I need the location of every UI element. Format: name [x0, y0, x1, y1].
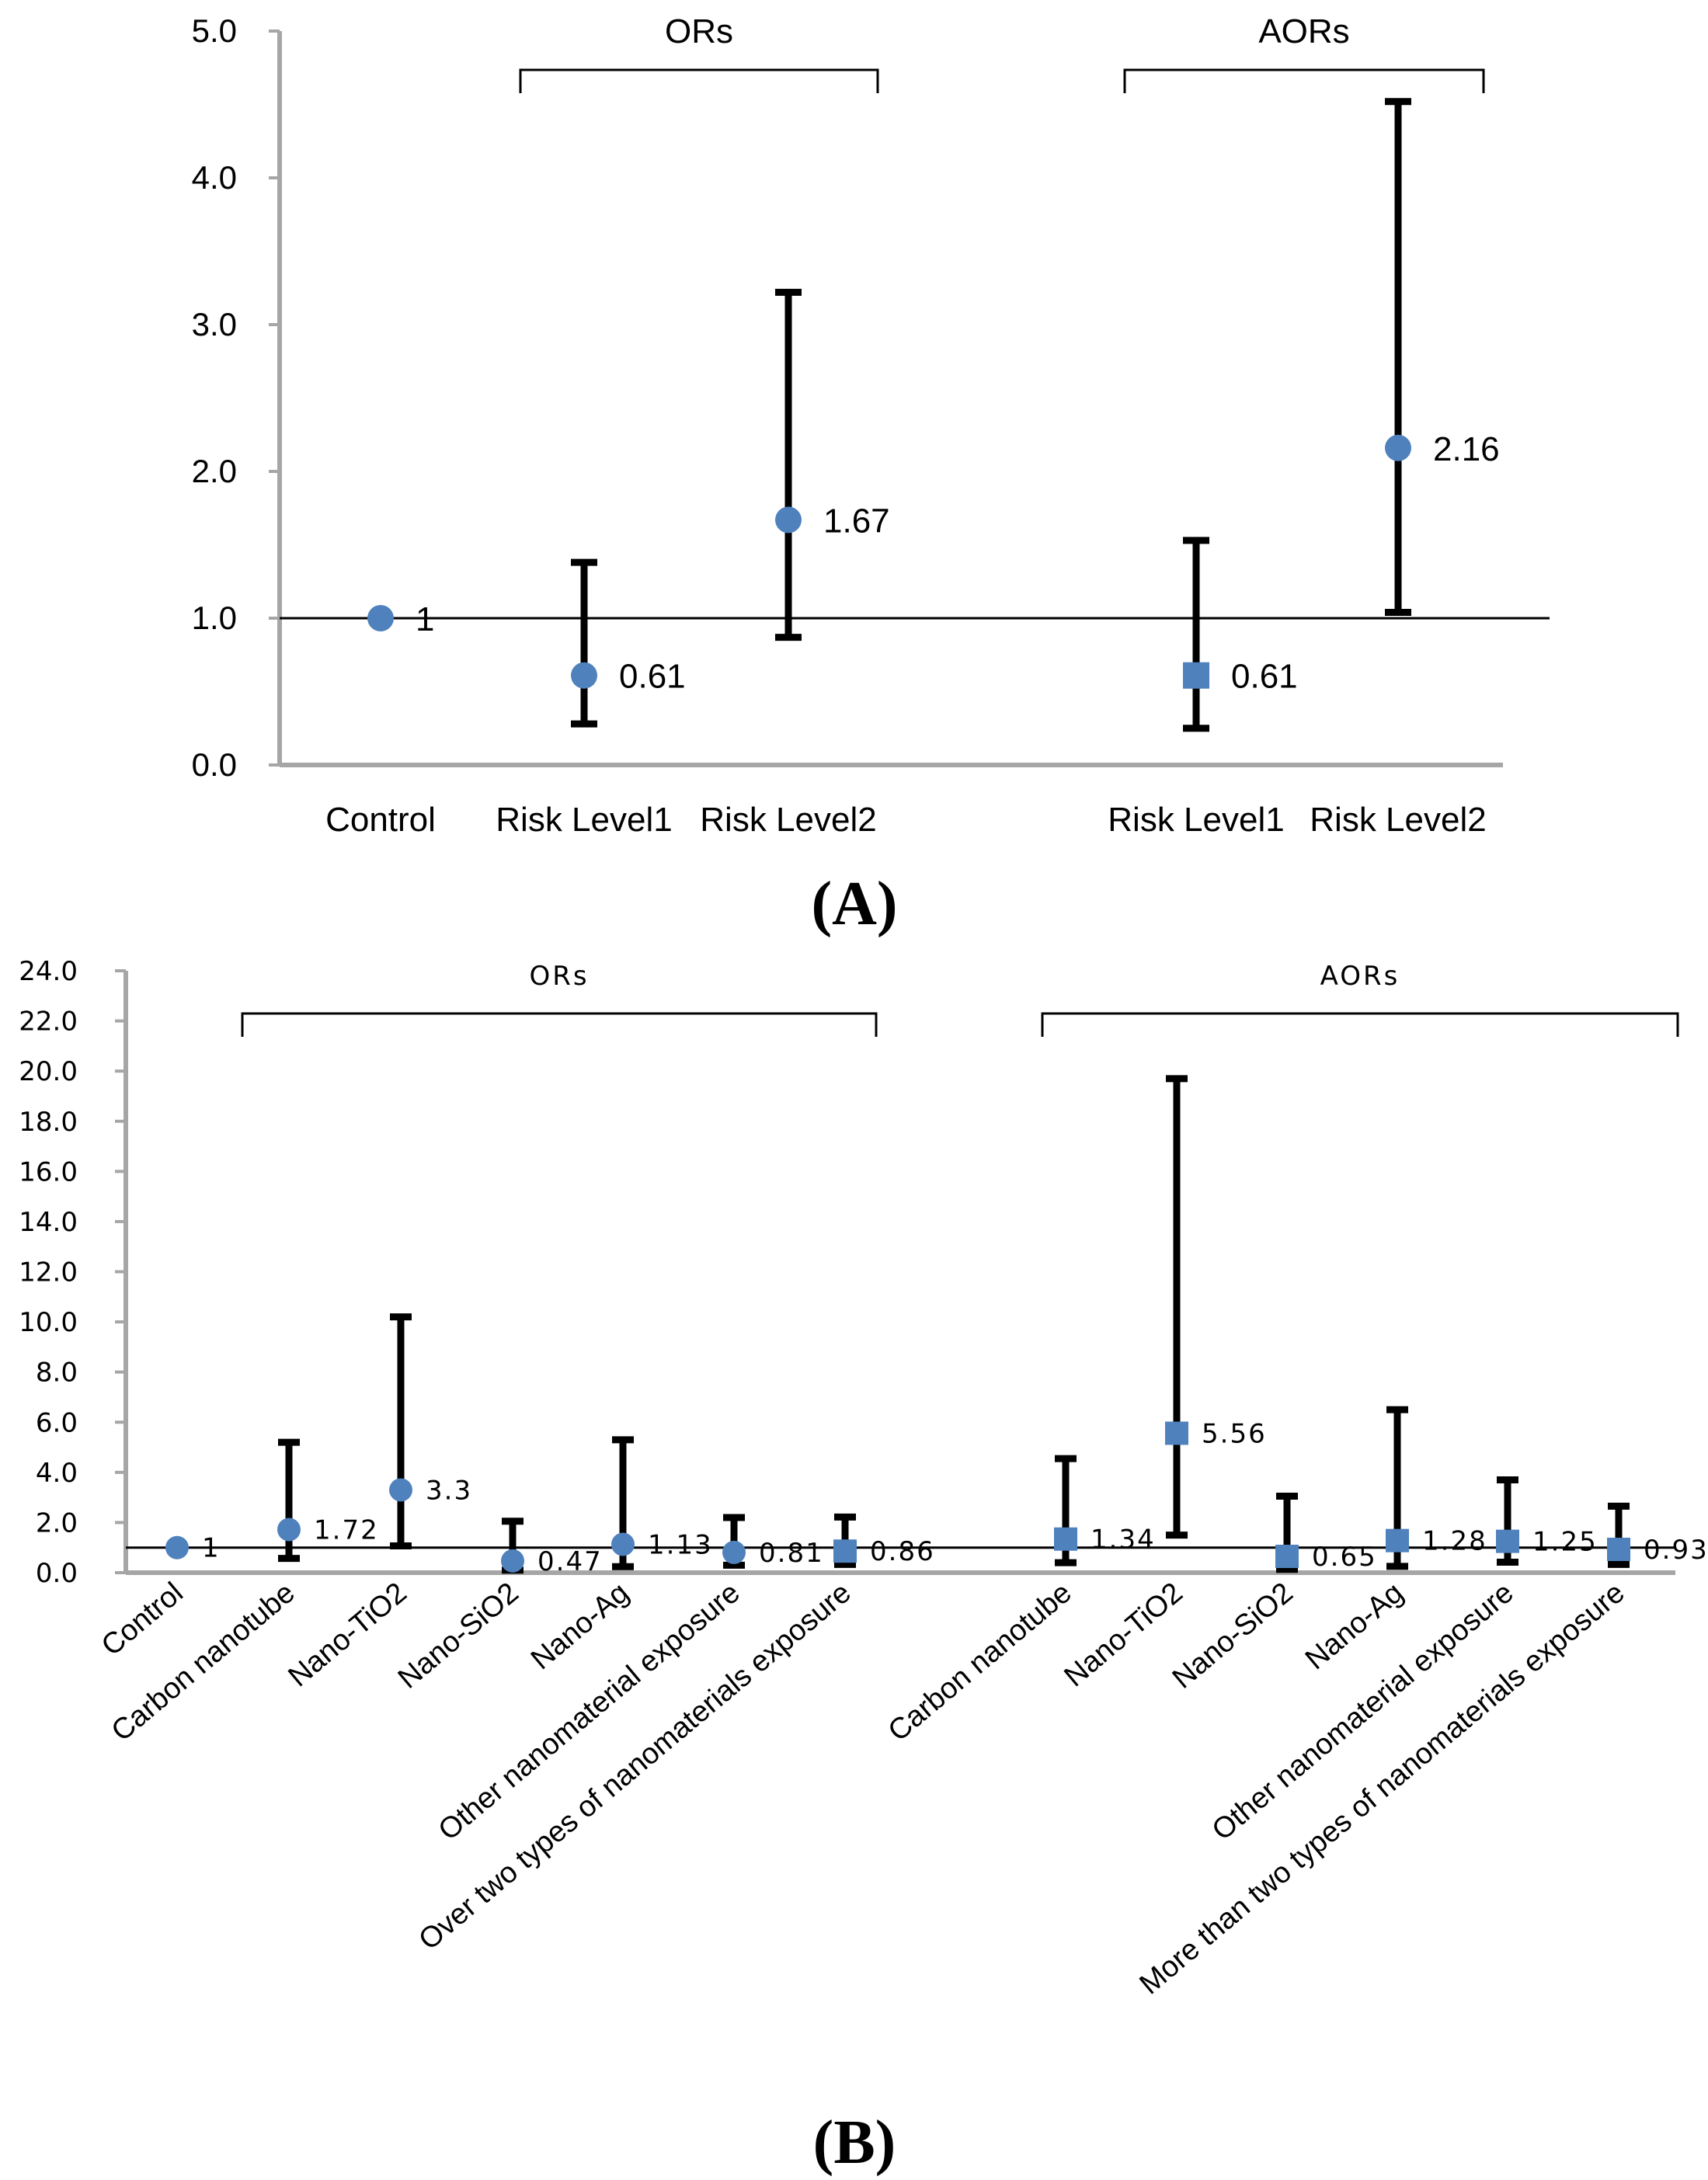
data-point [722, 1540, 746, 1564]
group-bracket [1041, 1012, 1679, 1037]
y-tick-label: 2.0 [36, 1507, 78, 1539]
data-label: 0.47 [537, 1546, 603, 1577]
x-tick-label: Nano-Ag [525, 1577, 635, 1677]
y-tick-label: 5.0 [192, 12, 237, 49]
group-label: ORs [665, 12, 733, 50]
x-tick-label: Control [325, 801, 436, 839]
data-point [367, 605, 394, 631]
data-point [775, 506, 802, 534]
data-label: 5.56 [1202, 1418, 1267, 1449]
x-tick-label: Carbon nanotube [882, 1577, 1078, 1748]
x-tick-label: Nano-Ag [1299, 1577, 1410, 1677]
group-bracket [1123, 68, 1485, 93]
panel-a-label: (A) [811, 870, 897, 938]
data-point [501, 1549, 524, 1573]
data-label: 2.16 [1433, 430, 1500, 468]
data-label: 1.34 [1091, 1525, 1156, 1556]
y-tick-label: 0.0 [192, 746, 237, 783]
x-tick-label: Nano-TiO2 [1059, 1577, 1189, 1694]
data-point [1607, 1537, 1630, 1561]
data-point [611, 1532, 635, 1556]
panel-b-label: (B) [813, 2109, 896, 2177]
data-label: 1.28 [1422, 1526, 1487, 1557]
y-tick-label: 0.0 [36, 1558, 78, 1589]
y-tick-label: 4.0 [36, 1458, 78, 1489]
x-tick-label: Risk Level2 [700, 801, 876, 839]
panel-b-chart: 0.0 2.0 4.0 6.0 8.0 10.0 12.0 14.0 16.0 18.0 20.0 2… [19, 956, 1708, 2001]
data-point [571, 662, 597, 689]
data-point [165, 1535, 189, 1559]
data-label: 0.81 [759, 1538, 824, 1569]
data-label: 1.25 [1532, 1527, 1598, 1558]
data-point [1385, 434, 1411, 461]
data-point [1054, 1527, 1077, 1551]
y-tick-label: 1.0 [192, 600, 237, 636]
data-label: 1.13 [648, 1530, 713, 1561]
data-point [833, 1539, 857, 1563]
x-tick-label: Risk Level1 [496, 801, 672, 839]
x-tick-label: Risk Level2 [1310, 801, 1486, 839]
group-label: AORs [1258, 12, 1349, 50]
data-label: 1.72 [314, 1514, 379, 1545]
group-label: AORs [1320, 961, 1400, 992]
data-point [1496, 1529, 1519, 1553]
y-tick-label: 24.0 [19, 956, 78, 987]
y-tick-label: 22.0 [19, 1007, 78, 1038]
data-label: 3.3 [426, 1475, 472, 1506]
x-tick-label: Carbon nanotube [106, 1577, 301, 1748]
data-point [1386, 1528, 1409, 1552]
data-point [1165, 1421, 1188, 1445]
y-tick-label: 20.0 [19, 1056, 78, 1087]
panel-a-chart: 0.0 1.0 2.0 3.0 4.0 5.0 ORs AORs Control Risk Lev… [192, 12, 1550, 839]
data-label: 1 [416, 600, 434, 638]
group-bracket [241, 1012, 878, 1037]
x-tick-label: Control [96, 1577, 190, 1663]
y-tick-label: 12.0 [19, 1257, 78, 1288]
data-label: 0.65 [1312, 1542, 1377, 1573]
data-point [1183, 662, 1209, 689]
data-point [1275, 1545, 1299, 1569]
y-tick-label: 14.0 [19, 1207, 78, 1238]
data-point [277, 1518, 301, 1542]
y-tick-label: 3.0 [192, 306, 237, 342]
y-tick-label: 8.0 [36, 1358, 78, 1389]
y-tick-label: 6.0 [36, 1407, 78, 1438]
x-tick-label: Nano-TiO2 [283, 1577, 413, 1694]
data-label: 1.67 [823, 502, 890, 540]
x-tick-label: Risk Level1 [1108, 801, 1284, 839]
group-label: ORs [529, 961, 589, 992]
x-tick-label: Nano-SiO2 [1167, 1577, 1299, 1695]
data-label: 0.61 [619, 658, 686, 696]
x-tick-label: Nano-SiO2 [392, 1577, 525, 1695]
y-tick-label: 10.0 [19, 1307, 78, 1338]
data-label: 1 [202, 1533, 221, 1564]
y-tick-label: 16.0 [19, 1156, 78, 1187]
group-bracket [519, 68, 879, 93]
data-label: 0.93 [1644, 1535, 1708, 1566]
y-tick-label: 4.0 [192, 159, 237, 196]
y-tick-label: 2.0 [192, 453, 237, 489]
y-tick-label: 18.0 [19, 1107, 78, 1138]
data-point [389, 1478, 412, 1502]
data-label: 0.61 [1231, 658, 1298, 696]
data-label: 0.86 [870, 1536, 935, 1567]
